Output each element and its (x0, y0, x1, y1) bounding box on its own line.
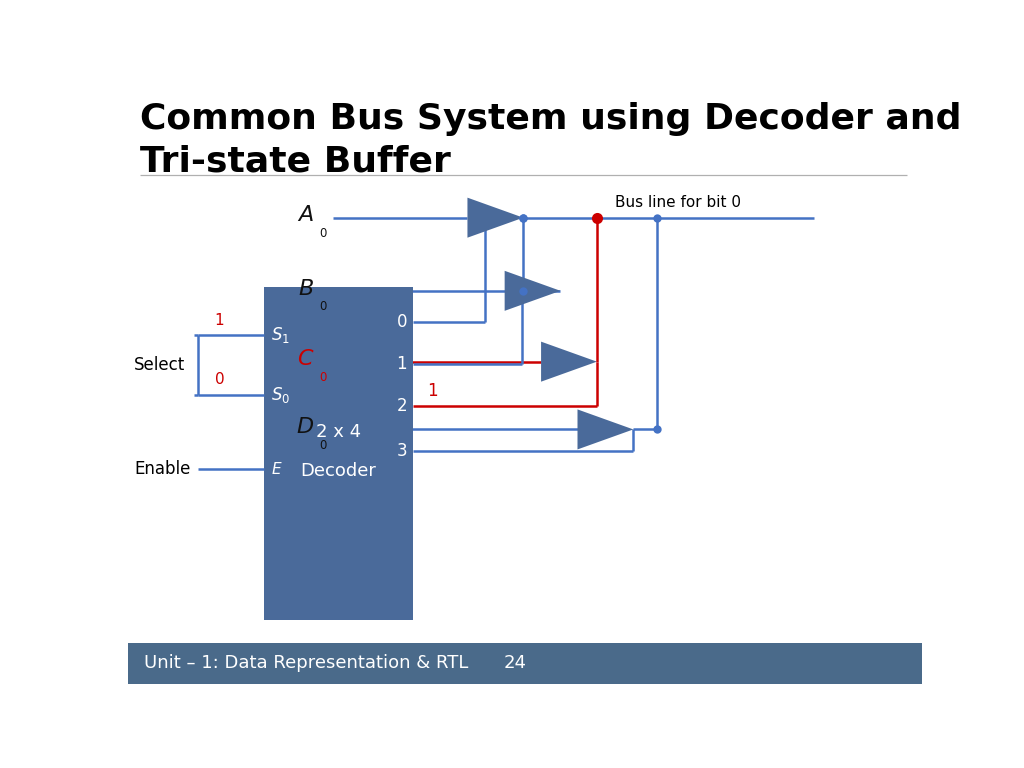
Polygon shape (467, 197, 523, 237)
Text: $\mathit{C}$: $\mathit{C}$ (297, 349, 314, 369)
Text: Decoder: Decoder (300, 462, 377, 479)
Polygon shape (541, 342, 597, 382)
Text: 1: 1 (396, 355, 407, 373)
Text: $S_1$: $S_1$ (271, 326, 290, 346)
Text: 1: 1 (215, 313, 224, 328)
Text: $\mathit{D}$: $\mathit{D}$ (296, 417, 314, 437)
Text: Tri-state Buffer: Tri-state Buffer (139, 144, 451, 178)
Text: 2: 2 (396, 397, 407, 415)
Text: $_0$: $_0$ (319, 295, 329, 313)
FancyBboxPatch shape (128, 644, 922, 684)
Text: $S_0$: $S_0$ (271, 385, 291, 405)
Text: $E$: $E$ (271, 462, 283, 478)
Text: $_0$: $_0$ (319, 222, 329, 240)
Text: $\mathit{A}$: $\mathit{A}$ (297, 205, 314, 225)
Text: Select: Select (134, 356, 185, 374)
Text: 2 x 4: 2 x 4 (315, 423, 361, 441)
Text: Unit – 1: Data Representation & RTL: Unit – 1: Data Representation & RTL (143, 654, 468, 673)
FancyBboxPatch shape (263, 287, 414, 621)
Text: $_0$: $_0$ (319, 433, 329, 452)
Polygon shape (578, 409, 633, 449)
Text: $_0$: $_0$ (319, 366, 329, 384)
Polygon shape (505, 271, 560, 311)
Text: $\mathit{B}$: $\mathit{B}$ (298, 279, 314, 299)
Text: 1: 1 (427, 382, 438, 400)
Text: Common Bus System using Decoder and: Common Bus System using Decoder and (139, 102, 962, 136)
Text: Enable: Enable (134, 461, 190, 478)
Text: 0: 0 (215, 372, 224, 387)
Text: 0: 0 (396, 313, 407, 330)
Text: 3: 3 (396, 442, 407, 460)
Text: 24: 24 (504, 654, 527, 673)
Text: Bus line for bit 0: Bus line for bit 0 (614, 195, 740, 210)
